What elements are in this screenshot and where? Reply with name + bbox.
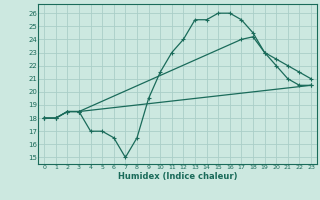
X-axis label: Humidex (Indice chaleur): Humidex (Indice chaleur): [118, 172, 237, 181]
